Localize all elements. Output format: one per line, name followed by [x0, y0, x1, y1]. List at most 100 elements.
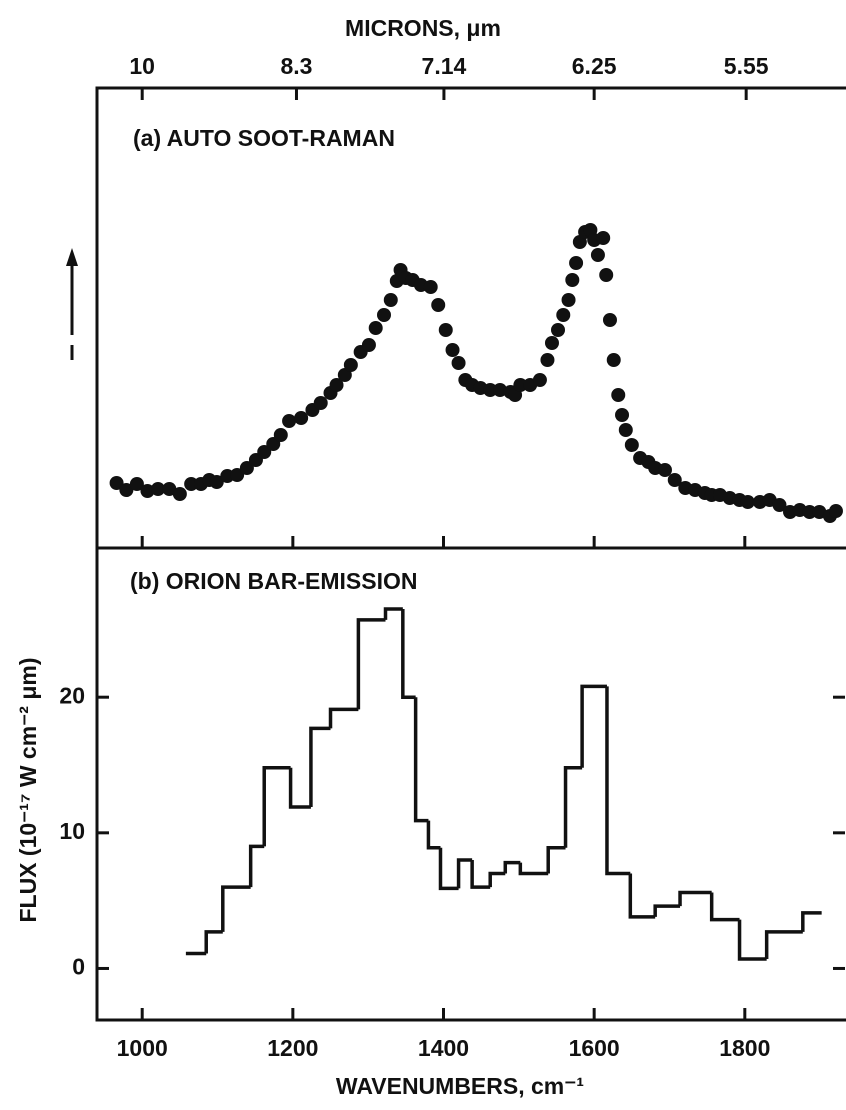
- data-point: [162, 482, 177, 496]
- data-point: [812, 505, 827, 519]
- histogram-step: [262, 765, 291, 847]
- top-tick-label: 8.3: [280, 53, 312, 79]
- data-point: [565, 273, 580, 287]
- data-point: [129, 477, 144, 491]
- histogram-step: [518, 862, 549, 876]
- histogram-step: [678, 890, 712, 907]
- histogram-step: [221, 885, 251, 932]
- histogram-step: [328, 707, 359, 729]
- data-point: [740, 495, 755, 509]
- histogram-step: [546, 845, 566, 874]
- data-point: [184, 477, 199, 491]
- data-point: [513, 378, 528, 392]
- histogram-step: [580, 684, 607, 768]
- x-axis-label: WAVENUMBERS, cm⁻¹: [336, 1073, 584, 1099]
- frame: [95, 86, 846, 1022]
- histogram-step: [309, 726, 331, 808]
- data-point: [561, 293, 576, 307]
- top-tick-label: 6.25: [572, 53, 617, 79]
- histogram-step: [653, 904, 681, 917]
- data-point: [313, 396, 328, 410]
- histogram-step: [401, 609, 416, 699]
- histogram-step: [456, 858, 473, 889]
- data-point: [802, 505, 817, 519]
- data-point: [772, 498, 787, 512]
- top-tick-label: 5.55: [724, 53, 769, 79]
- data-point: [556, 308, 571, 322]
- data-point: [599, 268, 614, 282]
- histogram-step: [801, 911, 822, 932]
- data-point: [140, 484, 155, 498]
- histogram-step: [503, 860, 521, 874]
- histogram-step: [563, 765, 583, 848]
- data-point: [368, 321, 383, 335]
- panel-b-title: (b) ORION BAR-EMISSION: [130, 568, 418, 594]
- data-point: [119, 483, 134, 497]
- data-point: [361, 338, 376, 352]
- data-point: [282, 414, 297, 428]
- data-point: [445, 343, 460, 357]
- histogram-step: [438, 847, 459, 891]
- data-point: [493, 383, 508, 397]
- histogram-step: [737, 919, 767, 961]
- histogram-step: [413, 697, 429, 823]
- data-point: [438, 323, 453, 337]
- x-tick-label: 1400: [418, 1035, 469, 1061]
- y-tick-label: 20: [59, 682, 85, 708]
- data-point: [590, 248, 605, 262]
- data-point: [343, 358, 358, 372]
- data-point: [239, 461, 254, 475]
- data-point: [540, 353, 555, 367]
- data-point: [329, 378, 344, 392]
- top-axis-label: MICRONS, μm: [345, 15, 501, 41]
- histogram-step: [288, 767, 311, 809]
- data-point: [376, 308, 391, 322]
- data-point: [294, 411, 309, 425]
- data-point: [230, 468, 245, 482]
- histogram-step: [628, 873, 656, 919]
- data-point: [618, 423, 633, 437]
- histogram-step: [204, 930, 223, 954]
- histogram-step: [383, 607, 403, 620]
- data-point: [209, 475, 224, 489]
- data-point: [828, 504, 843, 518]
- data-point: [423, 280, 438, 294]
- x-tick-label: 1600: [569, 1035, 620, 1061]
- top-tick-label: 7.14: [422, 53, 467, 79]
- data-point: [544, 336, 559, 350]
- data-point: [611, 388, 626, 402]
- x-tick-label: 1200: [267, 1035, 318, 1061]
- data-point: [109, 476, 124, 490]
- data-point: [667, 473, 682, 487]
- histogram-step: [248, 844, 265, 888]
- arrow-head: [66, 248, 78, 266]
- histogram-step: [356, 618, 386, 710]
- data-point: [615, 408, 630, 422]
- data-point: [151, 482, 166, 496]
- data-point: [431, 298, 446, 312]
- histogram-step: [605, 686, 631, 876]
- x-tick-label: 1000: [117, 1035, 168, 1061]
- data-point: [569, 256, 584, 270]
- data-point: [624, 438, 639, 452]
- data-point: [551, 323, 566, 337]
- data-point: [602, 313, 617, 327]
- top-tick-label: 10: [129, 53, 155, 79]
- histogram-step: [709, 892, 740, 922]
- histogram-step: [488, 871, 506, 888]
- data-point: [451, 356, 466, 370]
- histogram-step: [764, 930, 803, 959]
- data-point: [596, 231, 611, 245]
- data-point: [483, 383, 498, 397]
- histogram-step: [426, 820, 441, 850]
- data-point: [606, 353, 621, 367]
- data-point: [532, 373, 547, 387]
- histogram-step: [470, 859, 491, 889]
- y-tick-label: 0: [72, 954, 85, 980]
- x-tick-label: 1800: [719, 1035, 770, 1061]
- data-point: [273, 428, 288, 442]
- data-point: [383, 293, 398, 307]
- y-tick-label: 10: [59, 818, 85, 844]
- data-point: [657, 463, 672, 477]
